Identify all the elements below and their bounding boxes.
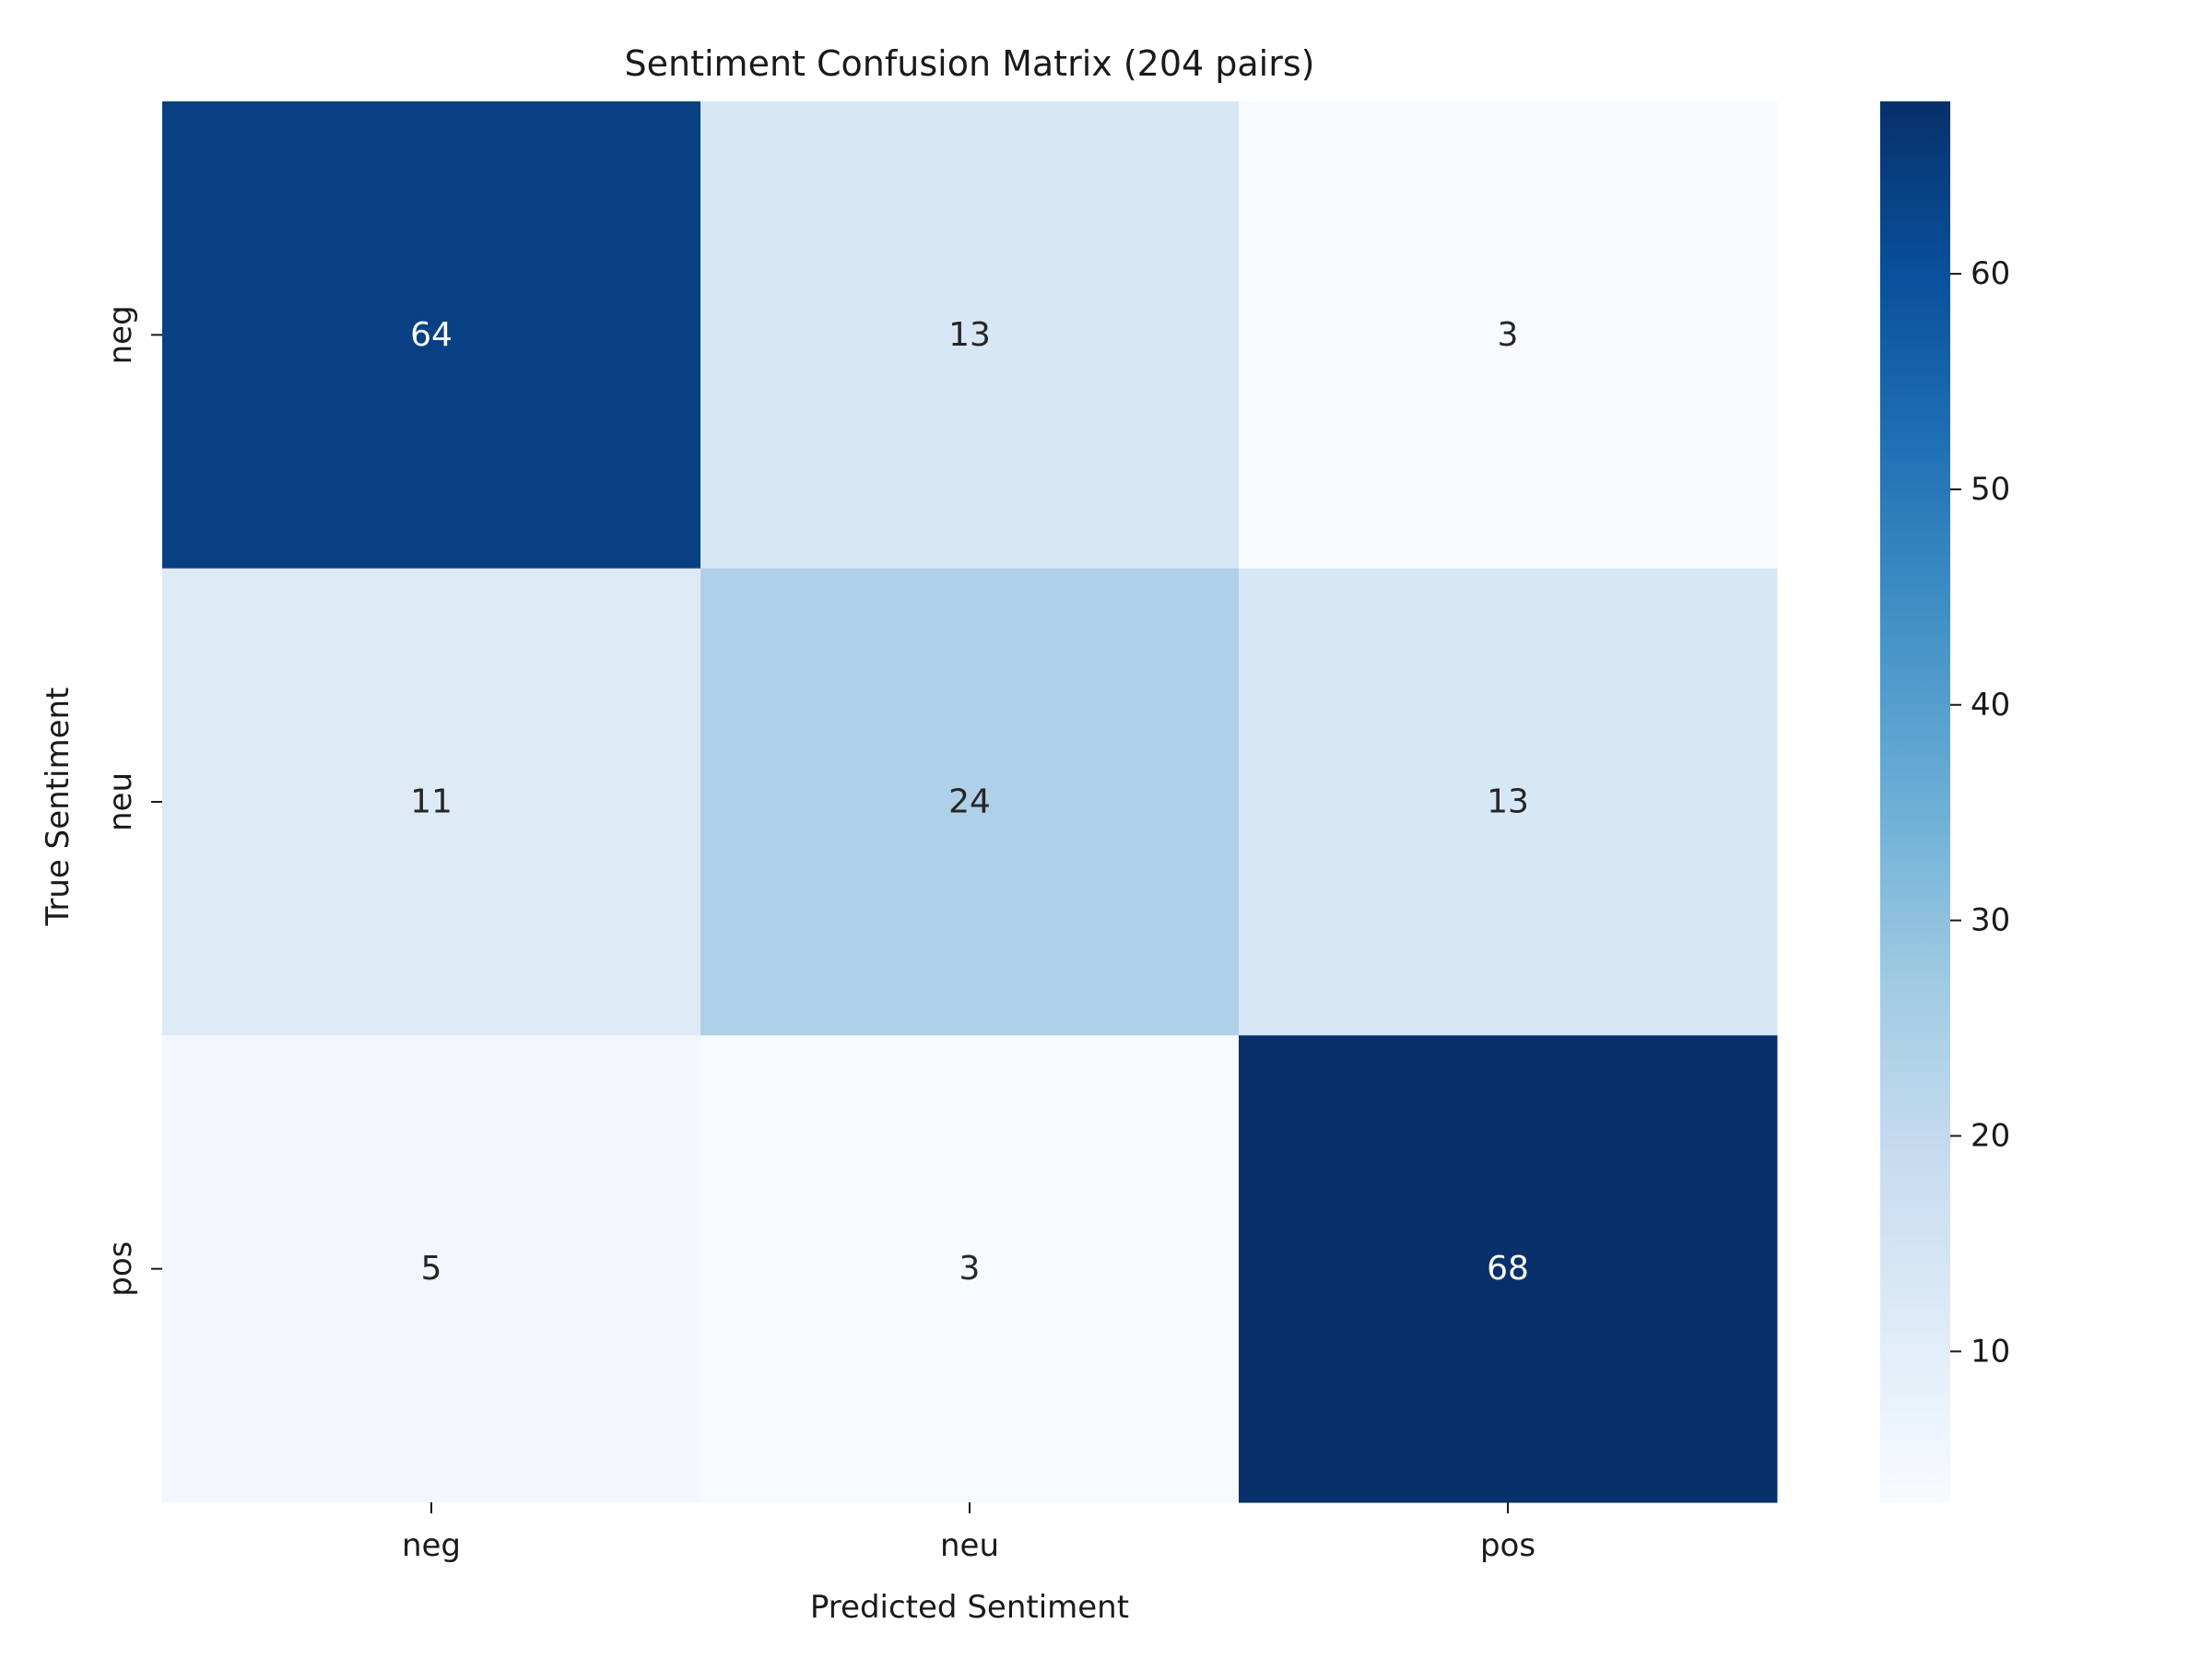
y-tick-label-neg: neg bbox=[102, 305, 139, 364]
y-tick-label-neu: neu bbox=[102, 772, 139, 831]
colorbar-ticks: 10 20 30 40 50 60 bbox=[1950, 255, 2010, 1370]
cell-value-pos-pos: 68 bbox=[1487, 1250, 1529, 1288]
colorbar-tick-label-40: 40 bbox=[1971, 687, 2010, 724]
colorbar-tick-label-20: 20 bbox=[1971, 1117, 2010, 1154]
colorbar-tick-label-10: 10 bbox=[1971, 1333, 2010, 1370]
colorbar-tick-label-50: 50 bbox=[1971, 471, 2010, 508]
cell-value-neu-neg: 11 bbox=[410, 783, 453, 821]
heatmap-cell-neu-neg bbox=[162, 568, 701, 1036]
cell-value-neg-neg: 64 bbox=[410, 316, 453, 354]
x-axis-label: Predicted Sentiment bbox=[810, 1589, 1129, 1626]
heatmap-cell-labels: 64 13 3 11 24 13 5 3 68 bbox=[410, 316, 1529, 1288]
y-tick-label-pos: pos bbox=[102, 1241, 139, 1297]
heatmap-cell-pos-neg bbox=[162, 1035, 701, 1503]
cell-value-neg-pos: 3 bbox=[1498, 316, 1519, 354]
x-tick-label-pos: pos bbox=[1480, 1527, 1535, 1564]
colorbar-tick-label-30: 30 bbox=[1971, 902, 2010, 939]
heatmap-cell-neg-pos bbox=[1239, 101, 1778, 570]
heatmap-cell-neu-neu bbox=[700, 568, 1240, 1036]
colorbar bbox=[1880, 101, 1950, 1502]
cell-value-neu-pos: 13 bbox=[1487, 783, 1529, 821]
y-axis: neg neu pos bbox=[102, 305, 162, 1297]
heatmap-cell-neu-pos bbox=[1239, 568, 1778, 1036]
heatmap-cell-neg-neu bbox=[700, 101, 1240, 570]
x-tick-label-neu: neu bbox=[940, 1527, 999, 1564]
cell-value-neu-neu: 24 bbox=[948, 783, 991, 821]
colorbar-tick-label-60: 60 bbox=[1971, 255, 2010, 292]
cell-value-neg-neu: 13 bbox=[948, 316, 991, 354]
cell-value-pos-neu: 3 bbox=[959, 1250, 981, 1288]
chart-title: Sentiment Confusion Matrix (204 pairs) bbox=[625, 43, 1315, 84]
heatmap-cell-neg-neg bbox=[162, 101, 701, 570]
x-axis: neg neu pos bbox=[402, 1502, 1535, 1564]
heatmap-cells bbox=[162, 101, 1778, 1503]
y-axis-label: True Sentiment bbox=[40, 688, 76, 927]
heatmap-cell-pos-neu bbox=[700, 1035, 1240, 1503]
heatmap-cell-pos-pos bbox=[1239, 1035, 1778, 1503]
x-tick-label-neg: neg bbox=[402, 1527, 461, 1564]
cell-value-pos-neg: 5 bbox=[421, 1250, 442, 1288]
